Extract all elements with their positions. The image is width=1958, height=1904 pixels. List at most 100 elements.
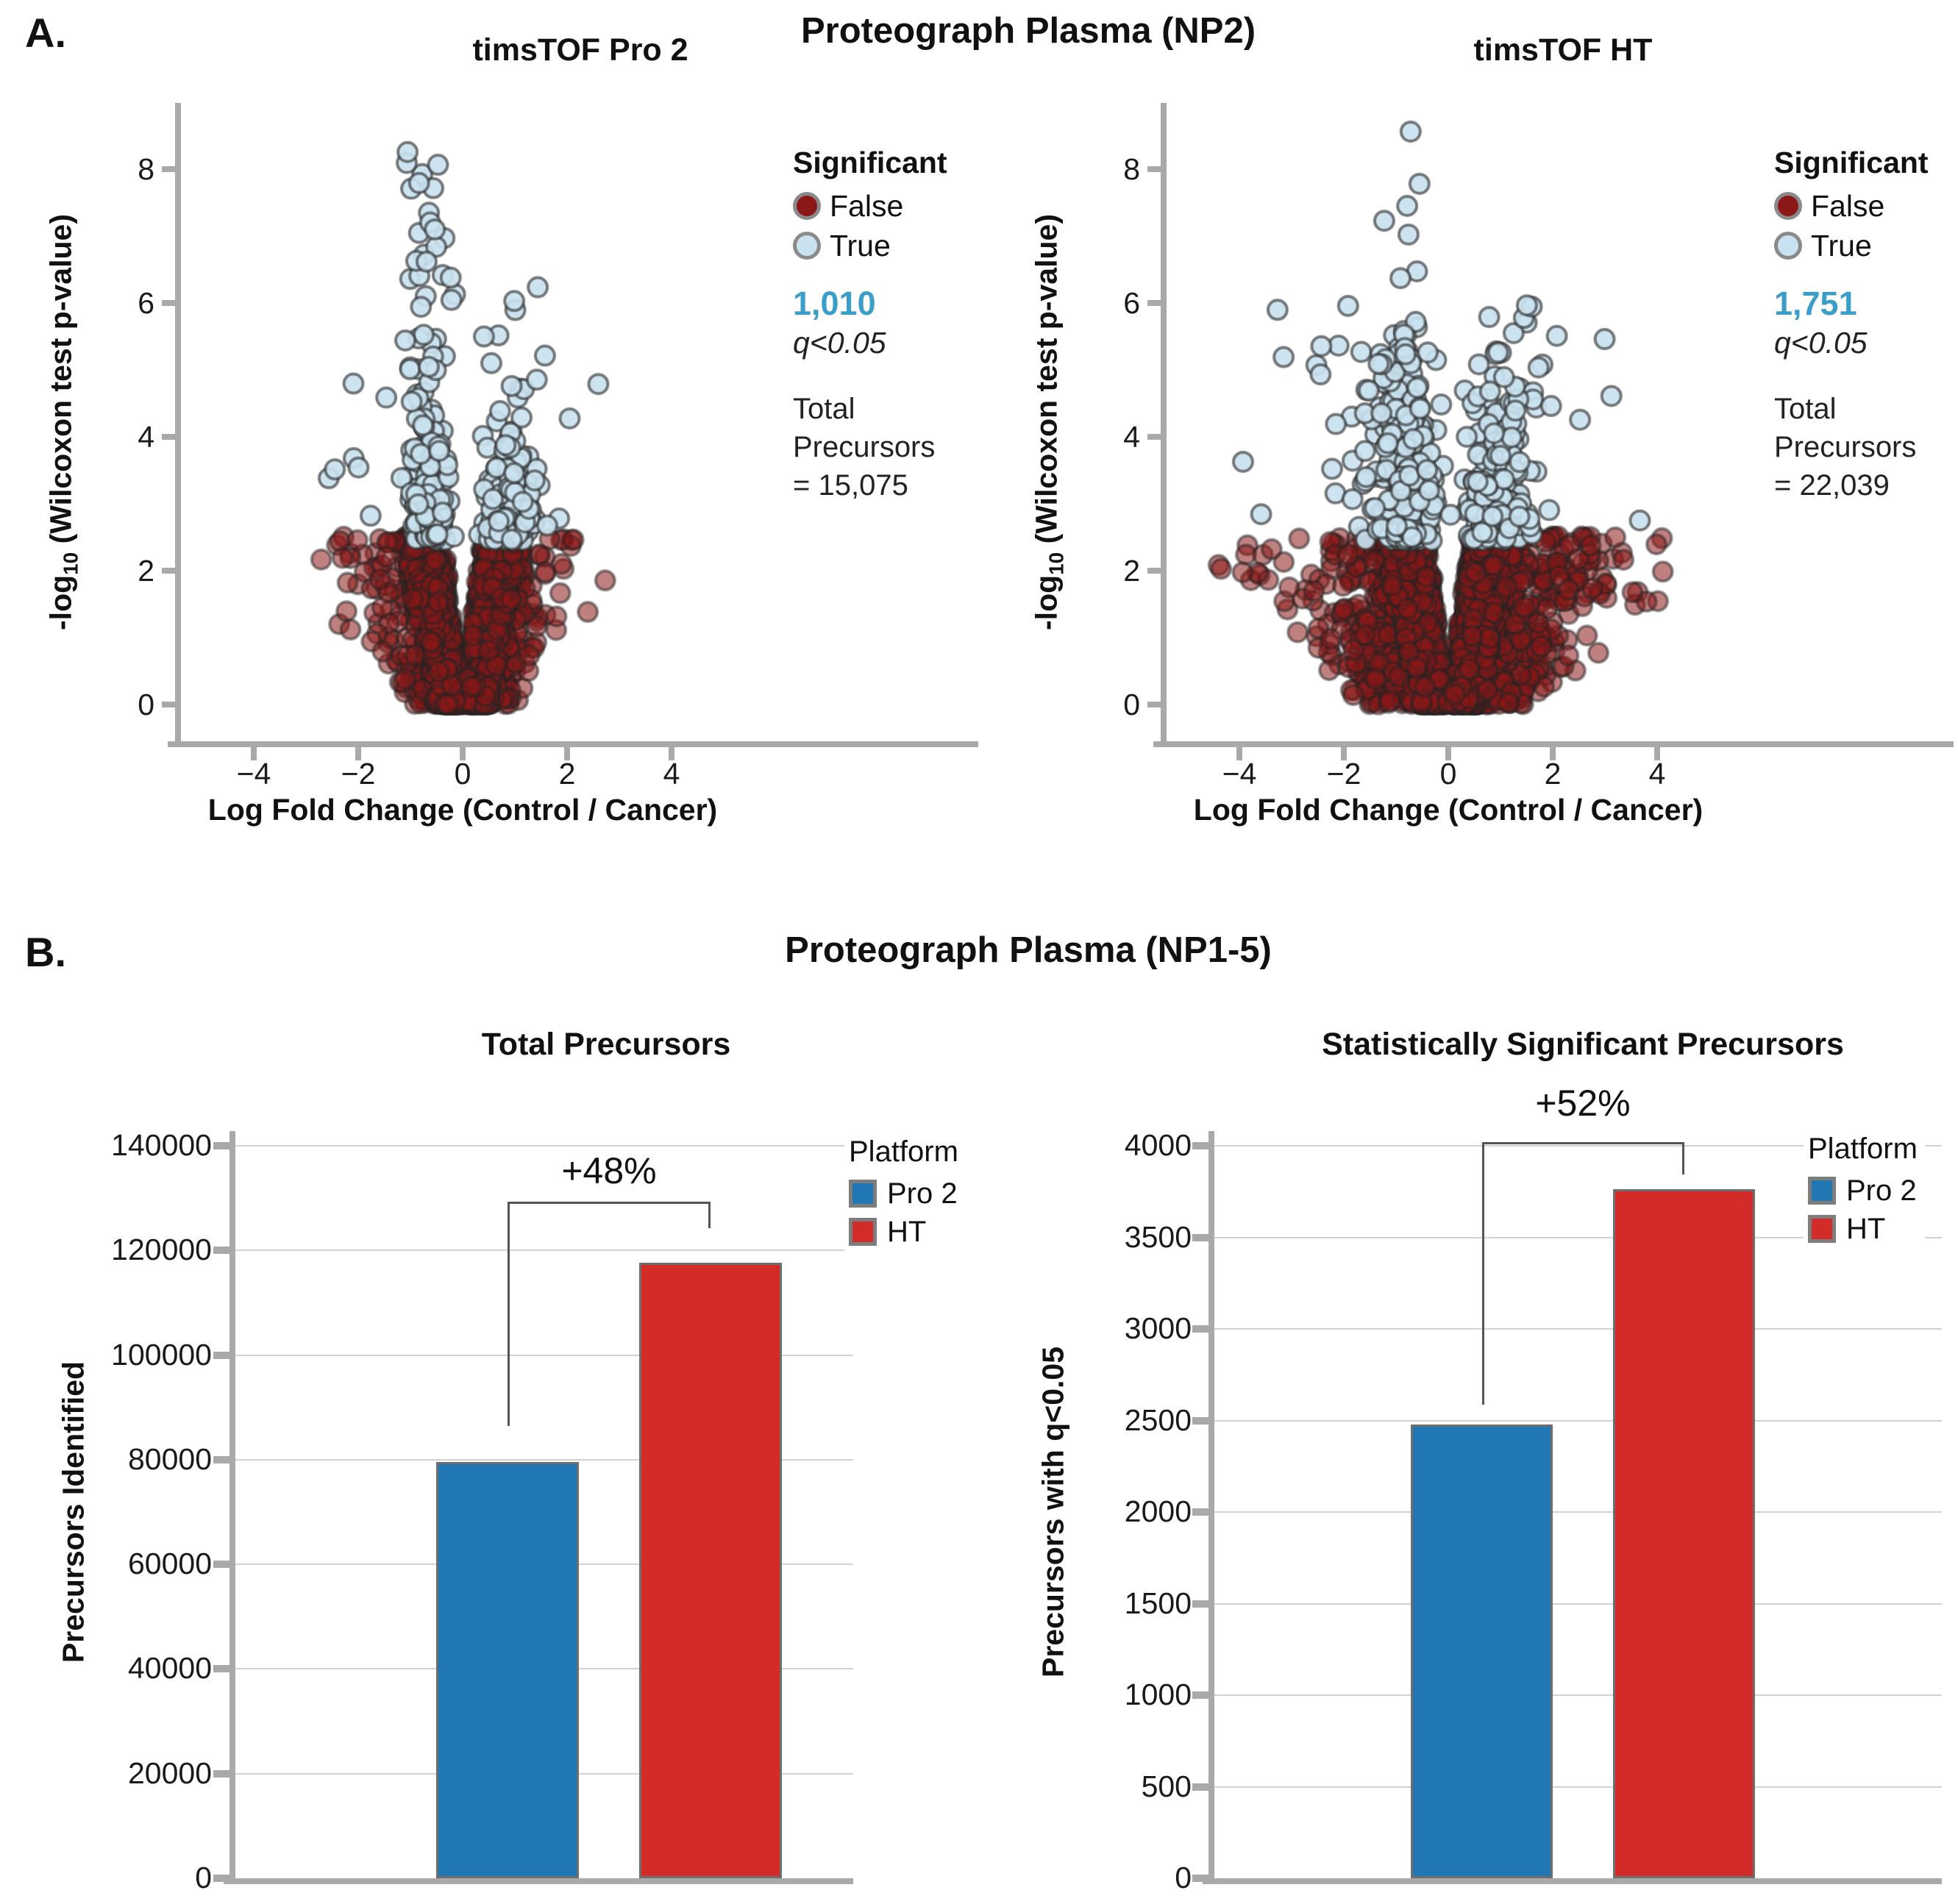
ht-swatch-icon <box>849 1218 877 1246</box>
y-tick-label: 2000 <box>1124 1494 1192 1528</box>
y-tick <box>1192 1691 1214 1699</box>
y-tick-label: 6 <box>138 286 154 320</box>
x-tick-label: −4 <box>236 757 271 791</box>
percent-increase-label: +48% <box>561 1150 657 1191</box>
y-tick-label: 120000 <box>111 1233 212 1267</box>
legend-item-label: HT <box>887 1215 927 1248</box>
volcano-ht-legend: Significant False True 1,751 q<0.05 Tota… <box>1774 146 1958 504</box>
gridline <box>1214 1694 1942 1696</box>
gridline <box>1214 1145 1942 1147</box>
x-tick <box>1445 747 1451 760</box>
y-tick-label: 2 <box>138 554 154 588</box>
bar-total-y-axis-label: Precursors Identified <box>56 1361 90 1664</box>
y-tick <box>213 1769 235 1778</box>
y-tick <box>213 1351 235 1359</box>
y-tick-label: 4 <box>138 420 154 454</box>
q-threshold: q<0.05 <box>793 326 886 360</box>
y-tick <box>1192 1416 1214 1425</box>
significant-count: 1,010 <box>793 285 876 322</box>
volcano-pro2-x-axis-label: Log Fold Change (Control / Cancer) <box>207 793 718 827</box>
gridline <box>235 1249 853 1252</box>
true-marker-icon <box>793 232 821 260</box>
y-tick <box>1192 1600 1214 1608</box>
percent-increase-label: +52% <box>1535 1083 1631 1124</box>
legend-item-ht: HT <box>1808 1210 1918 1248</box>
gridline <box>1214 1236 1942 1238</box>
total-value: = 22,039 <box>1774 469 1890 502</box>
panel-a-title: Proteograph Plasma (NP2) <box>800 11 1256 51</box>
x-tick-label: 2 <box>558 757 576 791</box>
y-label-suffix: (Wilcoxon test p-value) <box>43 214 78 552</box>
y-tick <box>162 702 175 707</box>
legend-item-label: HT <box>1846 1212 1886 1245</box>
y-tick <box>162 166 175 172</box>
x-axis-line <box>1203 1878 1942 1884</box>
panel-b-label: B. <box>25 929 66 975</box>
legend-title: Platform <box>1808 1133 1918 1165</box>
gridline <box>1214 1602 1942 1605</box>
legend-item-label: False <box>1811 188 1885 223</box>
x-tick-label: 0 <box>454 757 471 791</box>
y-tick <box>213 1247 235 1255</box>
bar-total-title: Total Precursors <box>481 1027 731 1062</box>
y-tick-label: 3000 <box>1124 1311 1192 1345</box>
false-marker-icon <box>793 192 821 220</box>
x-axis-line <box>1153 741 1954 747</box>
legend-title: Significant <box>1774 146 1929 179</box>
y-tick-label: 500 <box>1141 1769 1192 1803</box>
x-tick <box>1654 747 1660 760</box>
y-axis-line <box>229 1131 235 1884</box>
y-tick-label: 1500 <box>1124 1586 1192 1620</box>
y-tick-label: 1000 <box>1124 1677 1192 1711</box>
volcano-pro2-legend: Significant False True 1,010 q<0.05 Tota… <box>793 146 1014 504</box>
y-axis-line <box>1161 103 1167 746</box>
legend-title: Significant <box>793 146 947 179</box>
y-tick <box>1147 434 1161 440</box>
y-tick <box>1192 1508 1214 1516</box>
gridline <box>1214 1511 1942 1513</box>
legend-item-label: True <box>1811 228 1872 263</box>
y-tick-label: 0 <box>1123 688 1140 721</box>
y-tick <box>1192 1325 1214 1333</box>
x-tick-label: 2 <box>1544 757 1562 791</box>
y-tick <box>1192 1783 1214 1791</box>
bracket-horizontal <box>1481 1142 1684 1145</box>
total-line: Precursors <box>1774 431 1917 463</box>
legend-item-pro2: Pro 2 <box>1808 1172 1918 1210</box>
y-tick-label: 100000 <box>111 1337 212 1372</box>
y-tick <box>1192 1233 1214 1241</box>
x-tick <box>460 747 466 760</box>
total-value: = 15,075 <box>793 469 908 502</box>
pro2-swatch-icon <box>1808 1177 1836 1205</box>
x-tick-label: 4 <box>663 757 680 791</box>
significant-count: 1,751 <box>1774 285 1857 322</box>
legend-item-ht: HT <box>849 1213 958 1251</box>
bracket-horizontal <box>508 1202 711 1205</box>
gridline <box>235 1145 853 1147</box>
x-axis-line <box>168 741 978 747</box>
total-line: Total <box>793 393 855 425</box>
false-marker-icon <box>1774 192 1802 220</box>
panel-a-label: A. <box>25 10 66 56</box>
bar-significant-title: Statistically Significant Precursors <box>1322 1027 1844 1062</box>
y-tick <box>162 300 175 306</box>
legend-item-true: True <box>793 226 1014 265</box>
bracket-left-drop <box>1481 1142 1484 1405</box>
pro2-swatch-icon <box>849 1180 877 1208</box>
y-tick-label: 4 <box>1123 420 1140 454</box>
legend-item-label: False <box>830 188 904 223</box>
y-tick-label: 6 <box>1123 286 1140 320</box>
volcano-ht-scatter-canvas <box>1168 103 1729 741</box>
legend-item-label: Pro 2 <box>1846 1174 1917 1207</box>
y-tick-label: 80000 <box>127 1441 212 1476</box>
x-axis-line <box>224 1878 853 1884</box>
x-tick-label: 4 <box>1648 757 1666 791</box>
legend-item-pro2: Pro 2 <box>849 1174 958 1213</box>
bar-ht <box>1613 1189 1755 1878</box>
bracket-left-drop <box>508 1202 510 1426</box>
bar-ht <box>639 1263 782 1878</box>
y-tick <box>1192 1142 1214 1149</box>
y-axis-line <box>175 103 181 746</box>
total-precursors-block: Total Precursors = 15,075 <box>793 390 1014 504</box>
